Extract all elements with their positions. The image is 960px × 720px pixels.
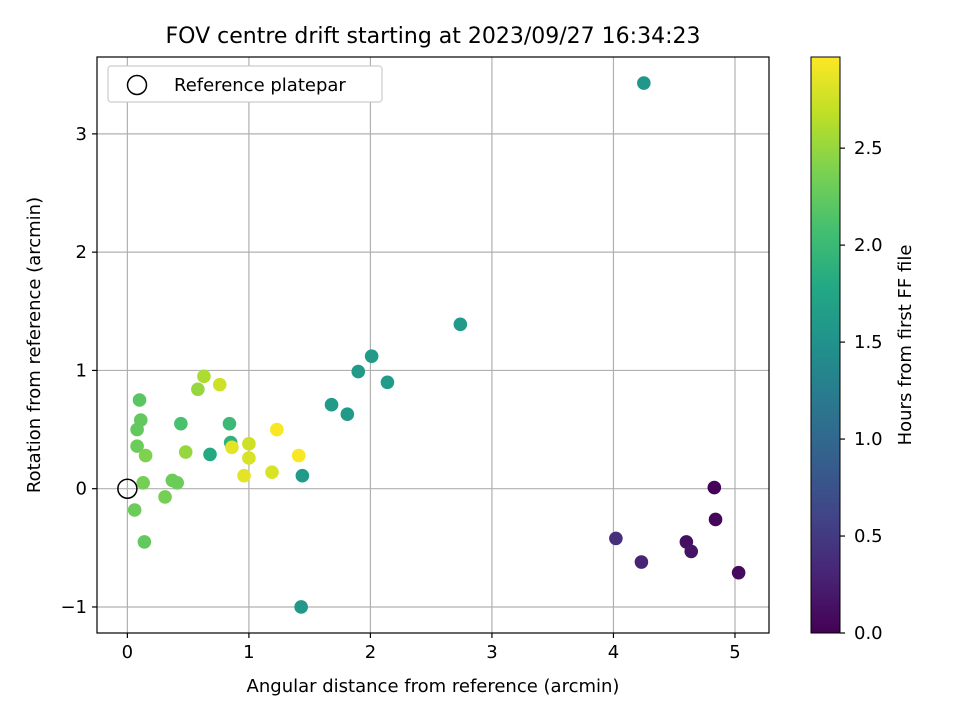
x-tick-label: 3: [486, 642, 497, 663]
y-tick-label: 3: [76, 124, 87, 145]
data-point: [324, 397, 339, 412]
y-tick-label: 2: [76, 242, 87, 263]
y-tick-label: 0: [76, 479, 87, 500]
data-point: [294, 600, 308, 614]
y-gridlines: [97, 133, 769, 608]
legend-box: [107, 65, 383, 103]
data-point: [380, 375, 395, 390]
x-gridlines: [126, 57, 736, 633]
colorbar-tick-label: 0.5: [854, 526, 883, 547]
y-tick-label: −1: [60, 597, 87, 618]
data-point: [191, 382, 205, 397]
data-point: [270, 422, 284, 437]
data-point: [731, 565, 746, 580]
data-point: [242, 451, 256, 465]
data-point: [203, 447, 217, 462]
colorbar: 0.0 0.5 1.0 1.5 2.0 2.5 Hours from first FF f…: [810, 56, 916, 644]
colorbar-tick-label: 1.0: [854, 429, 883, 450]
reference-platepar-marker: [117, 478, 138, 499]
data-point: [291, 448, 306, 463]
colorbar-ticks: 0.0 0.5 1.0 1.5 2.0 2.5: [840, 138, 883, 644]
x-tick-label: 0: [122, 642, 133, 663]
y-axis-ticks: −1 0 1 2 3: [60, 124, 97, 618]
data-point: [158, 490, 172, 504]
data-point: [684, 544, 699, 559]
x-axis-ticks: 0 1 2 3 4 5: [122, 633, 741, 663]
data-point: [138, 448, 153, 463]
data-point: [364, 349, 379, 364]
data-point: [265, 465, 279, 479]
data-point: [137, 535, 152, 549]
data-points: [127, 76, 746, 614]
data-point: [136, 475, 150, 490]
colorbar-tick-label: 2.5: [854, 138, 883, 159]
y-axis-label: Rotation from reference (arcmin): [24, 197, 45, 493]
data-point: [351, 364, 366, 379]
data-point: [242, 436, 256, 451]
data-point: [340, 407, 355, 421]
data-point: [222, 416, 237, 431]
data-point: [174, 416, 188, 431]
chart-title: FOV centre drift starting at 2023/09/27 …: [166, 24, 701, 49]
data-point: [170, 475, 185, 490]
data-point: [127, 503, 142, 517]
colorbar-gradient: [810, 56, 841, 634]
y-tick-label: 1: [76, 360, 87, 381]
data-point: [225, 440, 239, 455]
data-point: [130, 422, 144, 437]
x-tick-label: 2: [365, 642, 376, 663]
data-point: [212, 377, 227, 392]
colorbar-tick-label: 2.0: [854, 235, 883, 256]
x-tick-label: 5: [729, 642, 740, 663]
data-point: [132, 393, 147, 407]
x-tick-label: 1: [243, 642, 254, 663]
colorbar-tick-label: 0.0: [854, 623, 883, 644]
data-point: [634, 555, 649, 569]
x-tick-label: 4: [608, 642, 619, 663]
data-point: [237, 468, 251, 483]
legend-label: Reference platepar: [174, 75, 346, 96]
colorbar-tick-label: 1.5: [854, 332, 883, 353]
data-point: [708, 512, 723, 527]
data-point: [295, 468, 310, 483]
legend: Reference platepar: [107, 65, 383, 103]
legend-marker-icon: [126, 74, 148, 96]
data-point: [609, 531, 623, 546]
data-point: [453, 317, 468, 332]
data-point: [707, 480, 722, 495]
plot-frame: [96, 56, 770, 634]
data-point: [130, 439, 144, 453]
colorbar-label: Hours from first FF file: [895, 245, 916, 446]
data-point: [178, 445, 193, 459]
x-axis-label: Angular distance from reference (arcmin): [247, 676, 620, 697]
data-point: [637, 76, 651, 90]
data-point: [197, 369, 211, 384]
